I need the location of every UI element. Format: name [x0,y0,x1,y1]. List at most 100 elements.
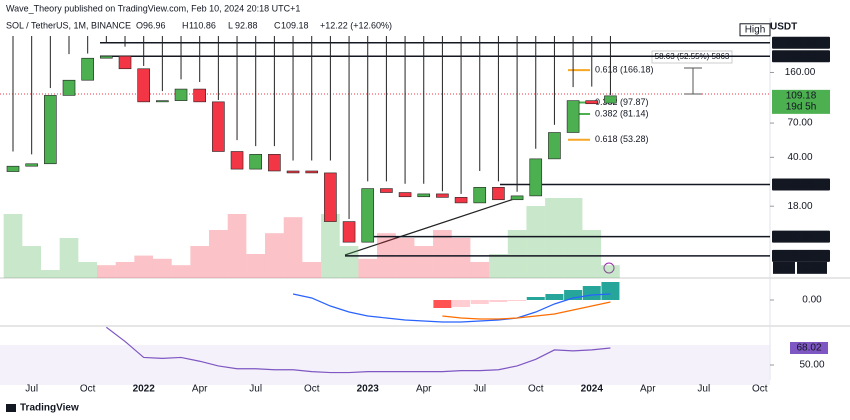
momentum-bar [358,258,378,278]
x-tick-label: Oct [80,384,96,395]
momentum-bar [451,238,471,278]
momentum [3,198,620,278]
momentum-bar [59,238,79,278]
trend-line [344,196,521,256]
macd-bar [526,297,545,300]
candle-body [100,55,113,59]
fib-label: 0.382 (97.87) [595,97,649,107]
candle-body [137,68,150,103]
rsi-band [0,345,770,385]
high-box [739,23,771,37]
level-box [772,249,830,262]
candle-body [305,170,319,174]
candle-body [529,158,543,197]
candle-body [436,193,449,198]
momentum-bar [414,246,434,278]
x-tick-label: Apr [640,384,656,395]
momentum-bar [265,233,284,278]
change: +12.22 (+12.60%) [320,20,392,30]
momentum-bar [41,270,60,278]
candle-body [81,57,94,81]
candle-body [156,100,169,103]
y-tick-label: 70.00 [787,118,812,129]
level-box [772,178,830,191]
candle-body [398,192,412,198]
level-box [772,36,830,49]
candle-body [174,88,188,101]
footer: TradingView [20,403,79,414]
symbol: SOL / TetherUS, 1M, BINANCE [6,20,131,30]
publisher: Wave_Theory published on TradingView.com… [6,3,300,13]
momentum-bar [246,254,266,278]
candle-body [417,193,431,198]
x-tick-label: Jul [697,384,710,395]
momentum-bar [563,198,583,278]
level-label: 259.90 [786,37,817,48]
logo [6,404,16,412]
candle-body [324,172,337,222]
fib-label: 0.618 (53.28) [595,134,649,144]
candle-body [604,95,617,104]
momentum-bar [302,262,322,278]
x-tick-label: Jul [249,384,262,395]
momentum-bar [339,246,359,278]
candle-body [249,154,263,170]
y-tick-label: 18.00 [787,201,812,212]
momentum-bar [78,262,98,278]
level-label: 25.68 [788,179,813,190]
ohlc-value: 110.86 [189,20,216,30]
macd-bar [433,300,452,308]
candle-body [473,187,487,204]
momentum-bar [321,214,340,278]
macd-line [292,293,611,323]
momentum-bar [582,230,602,278]
low-value: 8.00 [802,262,822,273]
rsi-line [105,327,611,374]
y-tick-label: 160.00 [785,67,816,78]
momentum-bar [3,214,23,278]
x-tick-label: Oct [304,384,320,395]
momentum-bar [470,262,490,278]
candle-body [492,187,505,201]
last-price-box [772,89,830,114]
macd-bar [489,300,508,302]
candle-body [585,100,599,105]
candles [6,36,617,243]
x-tick-label: Jul [25,384,38,395]
x-tick-label: 2024 [581,384,604,395]
ohlc-value: 92.88 [235,20,258,30]
macd-bar [508,300,527,301]
x-tick-label: Apr [192,384,208,395]
candle-body [6,165,20,172]
signal-line [442,301,611,320]
level-box [772,50,830,63]
momentum-bar [545,198,564,278]
countdown: 19d 5h [786,102,817,113]
momentum-bar [227,214,247,278]
ohlc-value: 109.18 [281,20,309,30]
candle-body [193,88,206,103]
x-tick-label: Jul [473,384,486,395]
candle-body [25,163,38,167]
level-box [772,230,830,243]
momentum-bar [395,238,415,278]
momentum-bar [115,262,135,278]
momentum-bar [153,258,172,278]
ohlc-key: L [228,20,233,30]
level-label: 10.94 [788,231,813,242]
momentum-bar [171,265,191,278]
rsi-last-box [790,342,828,355]
high-label: High [745,24,766,35]
currency: USDT [770,22,797,33]
ohlc-value: 96.96 [143,20,166,30]
momentum-bar [97,265,116,278]
candle-body [286,170,300,174]
ohlc-key: O [136,20,143,30]
momentum-bar [526,206,546,278]
event-icon [603,262,615,274]
momentum-bar [283,217,303,278]
low-value-box [797,261,827,274]
candle-body [268,154,281,172]
candle-body [548,132,561,160]
